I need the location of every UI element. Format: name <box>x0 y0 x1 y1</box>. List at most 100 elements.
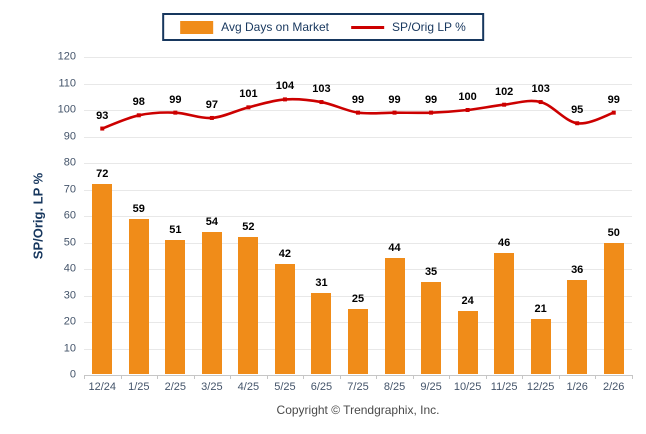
line-value-label: 97 <box>205 98 218 111</box>
line-marker <box>356 110 360 115</box>
x-tickmark <box>266 375 268 379</box>
bar-9/25 <box>421 282 442 374</box>
bar-11/25 <box>494 253 515 374</box>
line-value-label: 99 <box>424 93 438 106</box>
x-axis-label-4/25: 4/25 <box>237 381 260 393</box>
line-value-label: 103 <box>312 83 331 96</box>
x-axis-label-7/25: 7/25 <box>347 381 369 393</box>
x-tickmark <box>595 375 597 379</box>
line-value-label: 103 <box>531 83 550 96</box>
legend: Avg Days on Market SP/Orig LP % <box>162 13 484 41</box>
x-axis-label-1/26: 1/26 <box>566 381 588 393</box>
legend-bar-label: Avg Days on Market <box>221 20 330 34</box>
x-tickmark <box>632 375 633 379</box>
bar-value-label: 51 <box>169 223 182 236</box>
x-axis-label-8/25: 8/25 <box>383 381 406 393</box>
x-axis-label-12/24: 12/24 <box>88 381 117 393</box>
line-marker <box>100 126 105 131</box>
gridline-40 <box>84 269 632 270</box>
x-tickmark <box>376 375 378 379</box>
legend-line-label: SP/Orig LP % <box>392 20 466 34</box>
line-swatch-icon <box>351 25 385 29</box>
line-marker <box>282 97 287 102</box>
x-axis-label-5/25: 5/25 <box>274 381 296 393</box>
line-marker <box>538 100 543 105</box>
line-marker <box>575 121 580 126</box>
line-value-label: 99 <box>388 93 401 106</box>
bar-value-label: 42 <box>278 247 292 260</box>
y-tick-label-60: 60 <box>63 209 76 222</box>
x-axis-label-2/26: 2/26 <box>603 381 625 393</box>
bar-10/25 <box>457 311 478 374</box>
gridline-60 <box>84 216 632 217</box>
bar-7/25 <box>348 308 368 374</box>
bar-1/26 <box>567 279 588 374</box>
bar-6/25 <box>311 292 332 374</box>
bar-12/24 <box>92 184 113 374</box>
bar-8/25 <box>384 258 405 374</box>
y-axis-title: SP/Orig. LP % <box>30 172 46 260</box>
line-value-label: 98 <box>132 96 145 109</box>
gridline-90 <box>84 136 632 138</box>
line-marker <box>611 110 616 115</box>
x-axis-label-3/25: 3/25 <box>201 381 223 393</box>
bar-value-label: 46 <box>498 237 511 250</box>
bar-value-label: 35 <box>424 266 438 279</box>
bar-value-label: 72 <box>96 168 109 181</box>
y-tick-label-50: 50 <box>63 236 76 248</box>
bar-1/25 <box>128 218 149 374</box>
bar-2/26 <box>603 242 624 374</box>
line-value-label: 102 <box>494 85 514 98</box>
legend-item-line: SP/Orig LP % <box>351 20 466 34</box>
line-marker <box>502 102 507 107</box>
y-tick-label-80: 80 <box>63 156 76 169</box>
gridline-110 <box>84 83 632 85</box>
gridline-50 <box>84 242 632 244</box>
x-tickmark <box>120 375 122 379</box>
bar-value-label: 31 <box>315 276 328 289</box>
x-axis-label-9/25: 9/25 <box>420 381 442 393</box>
gridline-120 <box>84 57 632 58</box>
bar-value-label: 50 <box>607 226 620 239</box>
line-marker <box>173 110 178 115</box>
bar-value-label: 52 <box>242 221 255 234</box>
line-value-label: 99 <box>607 93 620 106</box>
plot-area: 0 10 20 30 40 50 60 70 80 90 100 110 120 72 59 51 54 52 42… <box>58 51 633 393</box>
bar-3/25 <box>201 231 222 374</box>
x-axis-label-6/25: 6/25 <box>310 381 333 393</box>
x-tickmark <box>303 375 305 379</box>
y-tick-label-120: 120 <box>57 50 76 63</box>
y-tick-label-10: 10 <box>63 342 76 354</box>
x-tickmark <box>558 375 560 379</box>
bar-swatch-icon <box>180 20 214 34</box>
x-tickmark <box>230 375 232 379</box>
x-axis-label-2/25: 2/25 <box>164 381 187 393</box>
gridline-70 <box>84 189 632 191</box>
line-marker <box>246 105 251 110</box>
line-value-label: 99 <box>351 93 365 106</box>
bar-12/25 <box>530 319 551 374</box>
line-marker <box>429 110 434 115</box>
x-tickmark <box>485 375 487 379</box>
x-axis-label-10/25: 10/25 <box>453 381 482 393</box>
y-tick-label-90: 90 <box>63 130 76 142</box>
bar-4/25 <box>238 237 259 374</box>
x-axis-label-1/25: 1/25 <box>128 381 150 393</box>
y-tick-label-0: 0 <box>69 368 76 381</box>
bar-5/25 <box>274 263 295 374</box>
x-tickmark <box>157 375 159 379</box>
line-value-label: 95 <box>571 104 584 117</box>
y-tick-label-110: 110 <box>58 77 76 89</box>
y-tick-label-40: 40 <box>63 262 76 275</box>
line-marker <box>392 110 397 115</box>
y-tick-label-30: 30 <box>63 289 76 301</box>
bar-value-label: 36 <box>571 263 584 276</box>
y-tick-label-70: 70 <box>63 183 76 195</box>
gridline-0 <box>84 375 632 376</box>
line-marker <box>319 100 324 105</box>
line-marker <box>465 108 470 112</box>
y-tick-label-100: 100 <box>57 103 76 116</box>
x-tickmark <box>449 375 451 379</box>
gridline-30 <box>84 295 632 297</box>
